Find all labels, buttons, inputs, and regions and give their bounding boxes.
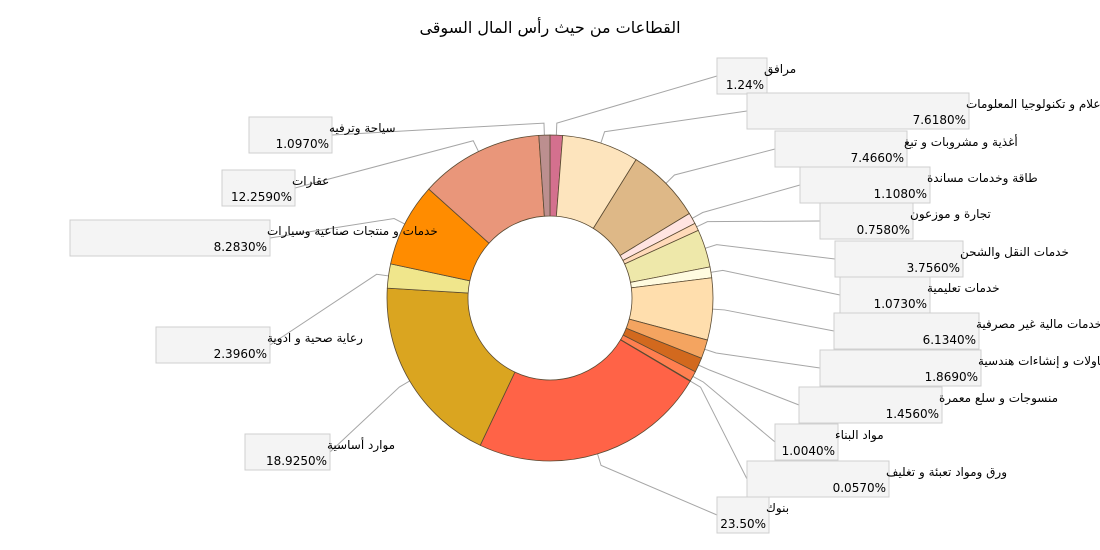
slice-name: سياحة وترفيه xyxy=(329,121,396,136)
leader-line xyxy=(688,379,748,480)
slice-name: عقارات xyxy=(292,174,329,189)
slice-value: 1.8690% xyxy=(925,370,978,384)
leader-line xyxy=(690,184,801,220)
slice-value: 1.0040% xyxy=(782,444,835,458)
slice-value: 3.7560% xyxy=(907,261,960,275)
label-box xyxy=(746,92,970,130)
label-box xyxy=(834,240,964,278)
slice-value: 12.2590% xyxy=(231,190,292,204)
leader-line xyxy=(294,140,480,189)
label-box xyxy=(221,169,296,207)
label-box xyxy=(716,496,770,534)
chart-title: القطاعات من حيث رأس المال السوقى xyxy=(419,17,680,38)
label-box xyxy=(774,423,839,461)
leader-line xyxy=(702,348,821,369)
slice-name: طاقة وخدمات مساندة xyxy=(927,171,1038,186)
leader-line xyxy=(599,110,748,146)
leader-line xyxy=(269,273,391,346)
leader-line xyxy=(703,244,836,260)
label-box xyxy=(774,130,908,168)
leader-line xyxy=(596,451,718,516)
slice-name: مقاولات و إنشاءات هندسية xyxy=(978,354,1100,369)
label-box xyxy=(833,312,980,350)
slice-value: 0.7580% xyxy=(857,223,910,237)
label-box xyxy=(248,116,333,154)
slice-name: اتصالات و اعلام و تكنولوجيا المعلومات xyxy=(966,97,1100,112)
slice-name: ورق ومواد تعبئة و تغليف xyxy=(886,465,1007,480)
label-box xyxy=(69,219,271,257)
slice-name: منسوجات و سلع معمرة xyxy=(939,391,1058,406)
slice-value: 8.2830% xyxy=(214,240,267,254)
label-box xyxy=(839,276,931,314)
label-box xyxy=(819,202,914,240)
slice-name: بنوك xyxy=(766,501,789,516)
leader-line xyxy=(710,308,835,332)
donut-slice[interactable] xyxy=(538,134,551,217)
slice-name: خدمات تعليمية xyxy=(927,281,1000,295)
slice-name: أغذية و مشروبات و تبغ xyxy=(904,134,1018,150)
slice-name: موارد أساسية xyxy=(327,437,395,453)
leader-line xyxy=(690,374,776,443)
leader-line xyxy=(269,218,407,239)
slice-value: 2.3960% xyxy=(214,347,267,361)
slice-name: رعاية صحية و ادوية xyxy=(267,331,363,346)
slice-name: خدمات النقل والشحن xyxy=(960,245,1069,260)
slice-label: اتصالات و اعلام و تكنولوجيا المعلومات7.6… xyxy=(746,92,1100,130)
label-box xyxy=(798,386,943,424)
slice-value: 23.50% xyxy=(720,517,766,531)
label-box xyxy=(244,433,331,471)
label-box xyxy=(155,326,271,364)
slice-name: مواد البناء xyxy=(835,428,884,443)
label-box xyxy=(716,57,768,95)
slice-name: خدمات و منتجات صناعية وسيارات xyxy=(267,224,438,239)
slice-value: 1.1080% xyxy=(874,187,927,201)
label-box xyxy=(746,460,890,498)
donut-slice[interactable] xyxy=(479,339,691,462)
slice-name: خدمات مالية غير مصرفية xyxy=(976,317,1100,332)
label-box xyxy=(819,349,982,387)
slice-value: 1.4560% xyxy=(886,407,939,421)
leader-line xyxy=(331,122,545,138)
leader-line xyxy=(555,75,718,138)
leader-line xyxy=(694,220,821,229)
slice-value: 1.0970% xyxy=(276,137,329,151)
slice-value: 0.0570% xyxy=(833,481,886,495)
slice-value: 1.0730% xyxy=(874,297,927,311)
leader-line xyxy=(708,269,841,296)
donut-slices xyxy=(386,134,714,462)
slice-value: 1.24% xyxy=(726,78,764,92)
leader-line xyxy=(664,148,776,186)
slice-value: 7.4660% xyxy=(851,151,904,165)
leader-line xyxy=(329,379,412,453)
leader-lines xyxy=(269,75,841,516)
donut-slice[interactable] xyxy=(386,287,516,446)
slice-value: 6.1340% xyxy=(923,333,976,347)
label-box xyxy=(799,166,931,204)
slice-value: 18.9250% xyxy=(266,454,327,468)
slice-name: مرافق xyxy=(764,62,796,77)
slice-value: 7.6180% xyxy=(913,113,966,127)
leader-line xyxy=(696,363,800,406)
slice-name: تجارة و موزعون xyxy=(910,207,991,222)
